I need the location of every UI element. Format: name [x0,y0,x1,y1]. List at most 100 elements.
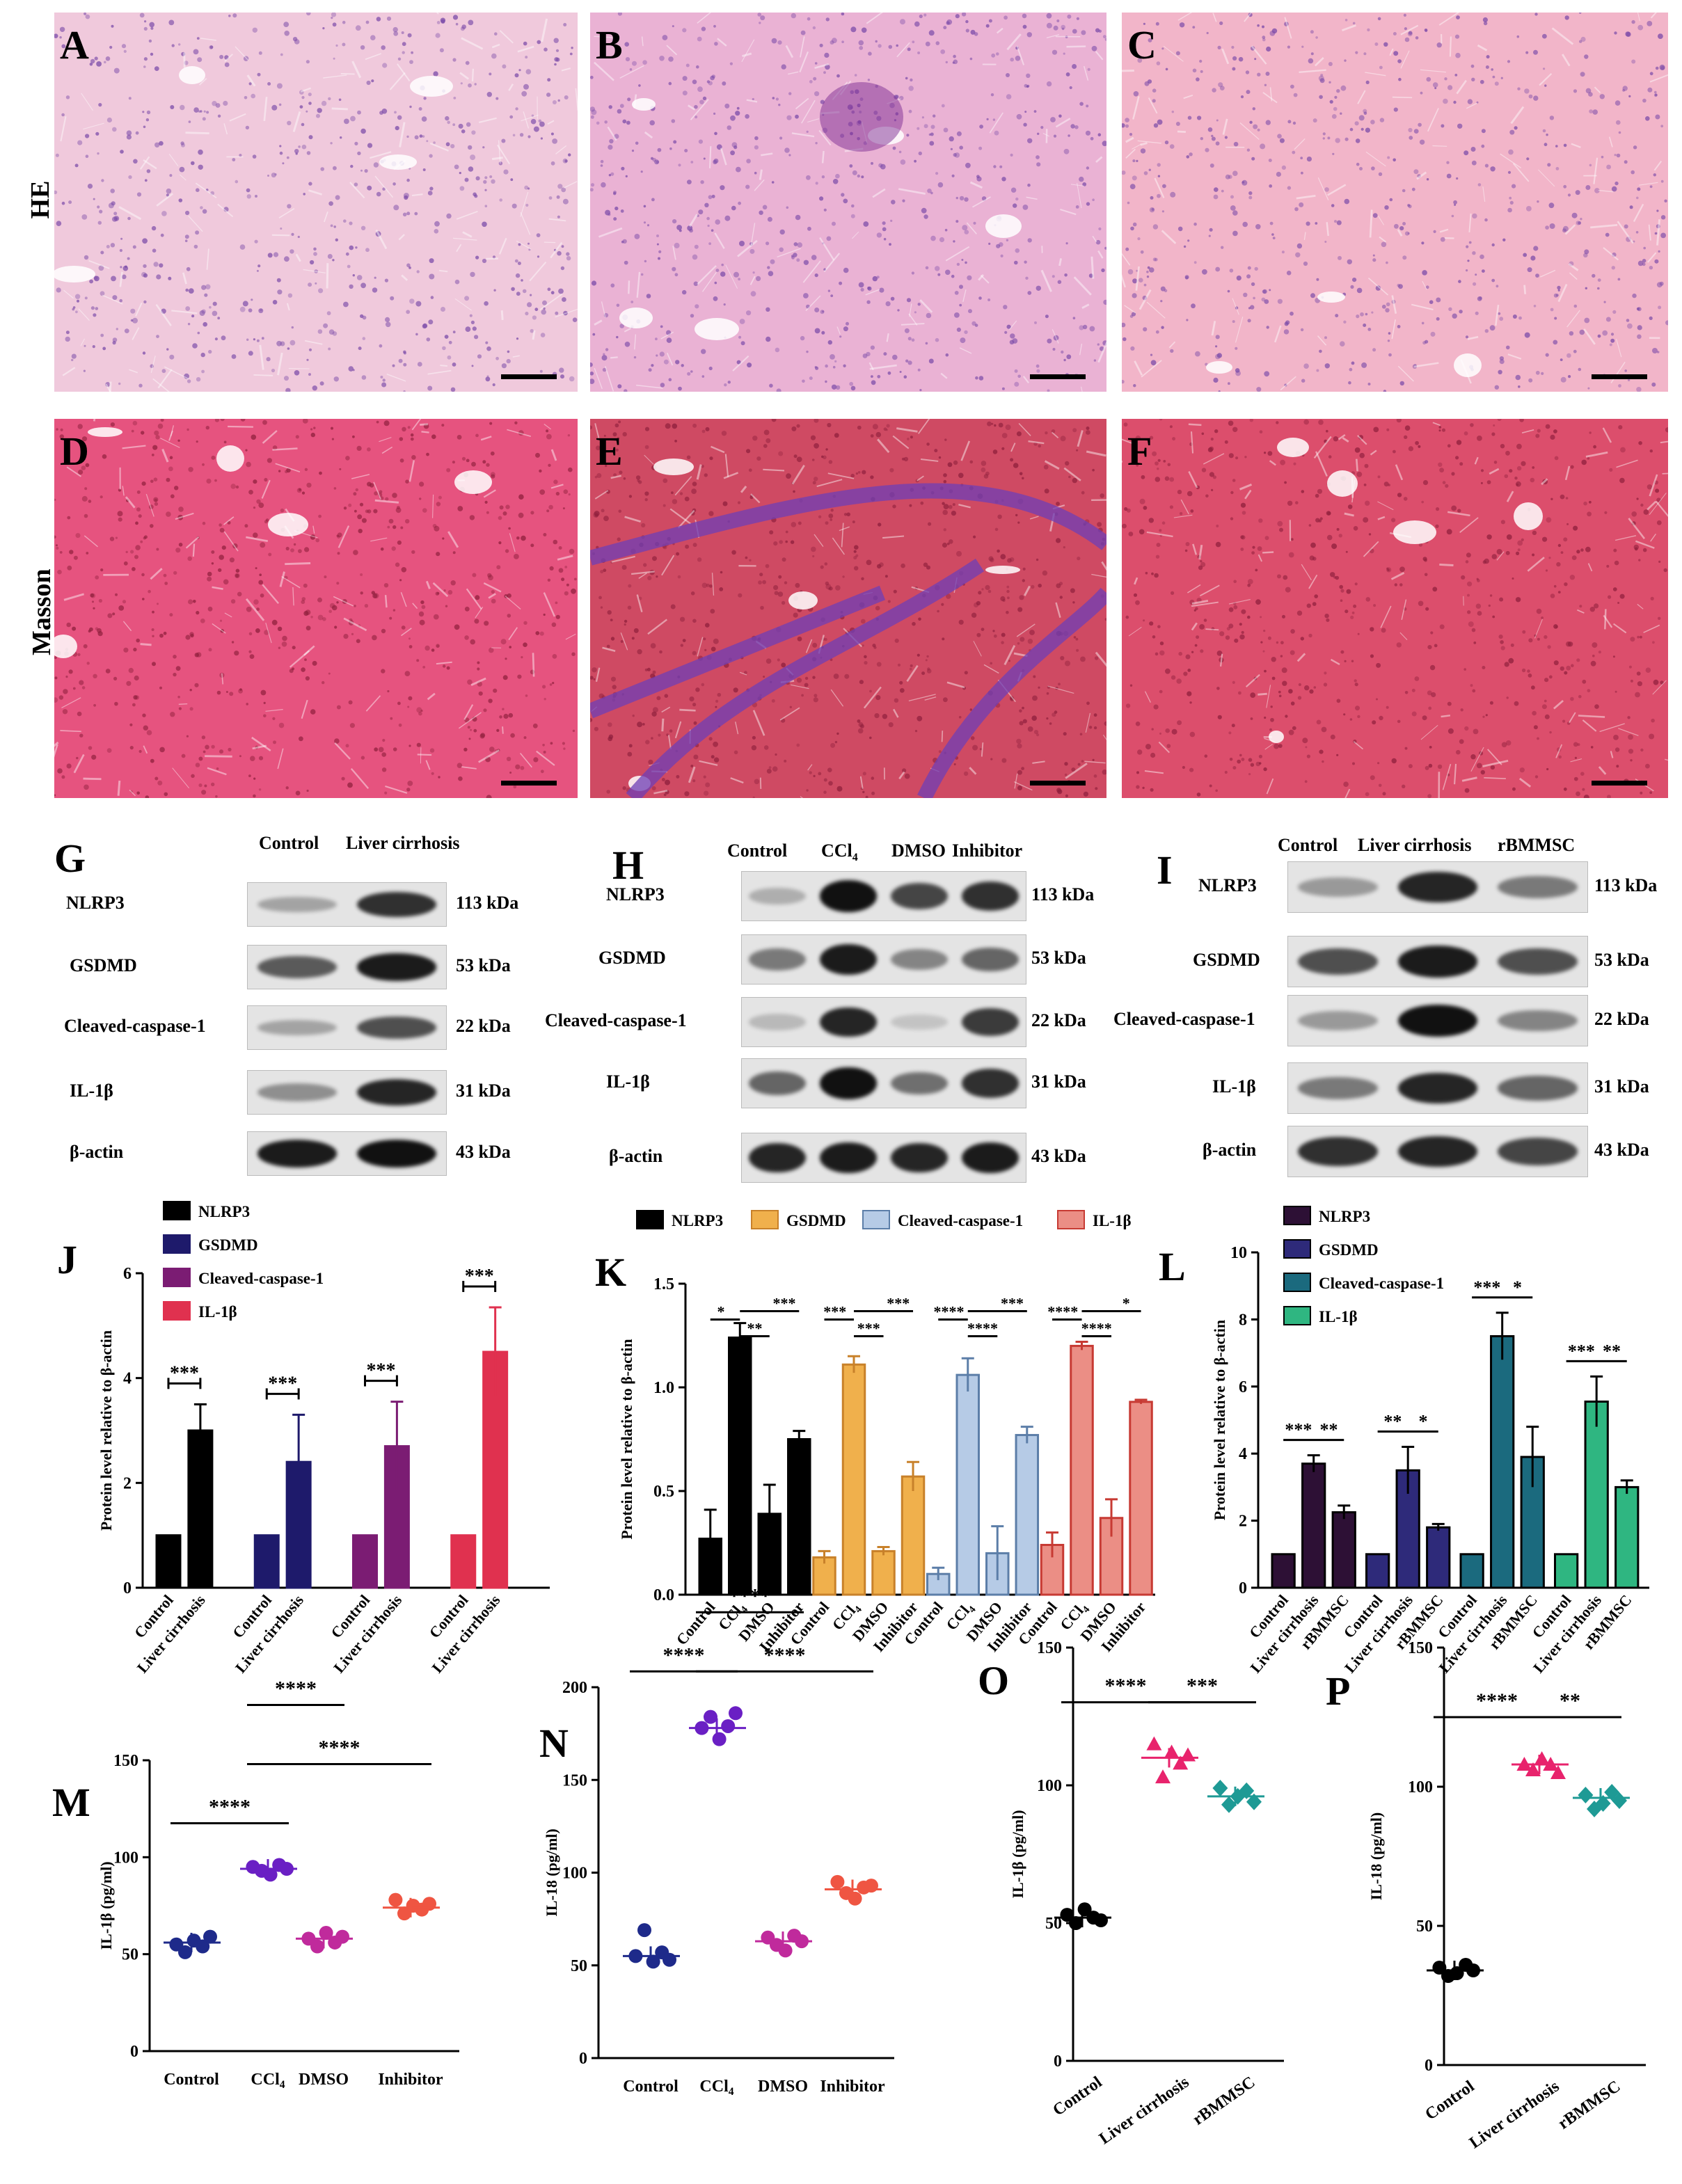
blot-band [257,896,338,913]
blot-band [1298,1136,1378,1167]
sig-label: **** [729,1584,771,1607]
sig-label: ** [1560,1689,1580,1712]
y-tick-label: 0 [123,1579,132,1597]
lane-label: Liver cirrhosis [1358,835,1472,855]
panel-letter-a: A [60,22,89,67]
blot-band [891,882,948,910]
blot-kda-label: 22 kDa [1031,1010,1086,1030]
blot-band [1498,1076,1578,1101]
y-tick-label: 0 [130,2043,138,2061]
blot-band [1298,1076,1378,1100]
sig-label: *** [1568,1341,1595,1361]
sig-label: **** [275,1677,317,1700]
blot-band [749,1142,806,1173]
bar [352,1534,378,1589]
sig-label: *** [268,1373,297,1394]
bar [926,1572,951,1596]
blot-band [749,887,806,905]
data-point [1069,1916,1083,1930]
y-tick-label: 100 [1037,1777,1062,1795]
blot-kda-label: 113 kDa [456,893,519,913]
sig-label: *** [887,1294,910,1312]
blot-band [1397,872,1478,902]
blot-band [1397,1073,1478,1103]
sig-label: **** [1476,1689,1518,1712]
y-axis-label: IL-1β (pg/ml) [97,1861,115,1950]
bar [253,1534,280,1589]
legend-swatch [1283,1306,1311,1325]
blot-band [820,880,877,912]
y-tick-label: 0.5 [653,1483,674,1501]
y-tick-label: 150 [113,1752,138,1770]
blot-kda-label: 43 kDa [1594,1140,1649,1160]
y-axis-label: Protein level relative to β-actin [1211,1320,1228,1520]
legend-swatch [636,1210,664,1229]
blot-kda-label: 31 kDa [1594,1076,1649,1097]
x-tick-label: DMSO [758,2078,808,2096]
blot-kda-label: 31 kDa [1031,1071,1086,1092]
y-tick-label: 4 [123,1370,132,1388]
blot-band [820,1007,877,1037]
blot-band [1397,1136,1478,1167]
sig-label: *** [1187,1675,1218,1698]
data-point [1612,1792,1627,1809]
panel-letter-p: P [1326,1668,1350,1714]
micrograph-a: A [54,13,578,392]
legend-label: NLRP3 [1319,1208,1370,1225]
blot-row-label: Cleaved-caspase-1 [1113,1009,1255,1029]
panel-letter-g: G [54,836,86,881]
x-tick-label: Control [1049,2073,1105,2119]
bar [1584,1400,1609,1589]
blot-row-label: Cleaved-caspase-1 [545,1010,687,1030]
bar [450,1534,477,1589]
blot-kda-label: 22 kDa [1594,1009,1649,1029]
bar [871,1549,896,1596]
blot-band [1397,946,1478,978]
data-point [1525,1762,1541,1776]
y-axis-label: Protein level relative to β-actin [97,1330,115,1531]
sig-label: ** [747,1319,763,1337]
lane-label: DMSO [891,840,946,861]
legend-label: IL-1β [1093,1212,1132,1229]
data-point [335,1929,349,1944]
x-tick-label: CCl4 [251,2071,285,2091]
y-tick-label: 6 [123,1265,132,1283]
blot-band [749,1071,806,1096]
blot-strip [741,871,1026,921]
legend-swatch [163,1234,191,1254]
data-point [1246,1793,1262,1810]
sig-label: * [717,1302,725,1320]
scale-bar [501,781,557,786]
panel-letter-n: N [539,1721,569,1766]
legend-label: GSDMD [786,1212,846,1229]
data-point [729,1706,743,1721]
data-point [310,1939,324,1954]
blot-band [891,1071,948,1095]
x-tick-label: rBMMSC [1555,2078,1624,2133]
y-tick-label: 0 [579,2050,587,2068]
blot-strip [741,934,1026,985]
sig-label: ** [1603,1341,1621,1361]
blot-band [891,948,948,971]
blot-band [1298,948,1378,975]
blot-strip [1287,1126,1588,1177]
sig-label: *** [465,1266,494,1287]
blot-kda-label: 113 kDa [1594,875,1658,895]
panel-letter-m: M [52,1780,90,1825]
blot-row-label: GSDMD [70,955,137,975]
y-tick-label: 150 [1408,1639,1433,1657]
data-point [388,1892,403,1907]
panel-letter-j: J [57,1237,77,1282]
panel-letter-k: K [595,1250,626,1295]
sig-label: **** [1081,1319,1112,1337]
y-tick-label: 8 [1239,1311,1247,1329]
panel-letter-l: L [1159,1244,1186,1289]
bar [1365,1553,1390,1589]
blot-band [257,1140,338,1167]
sig-label: ** [1383,1412,1402,1432]
blot-band [257,1083,338,1101]
legend-swatch [1283,1206,1311,1225]
sig-label: *** [773,1294,796,1312]
y-tick-label: 100 [1408,1778,1433,1796]
y-tick-label: 100 [113,1849,138,1867]
